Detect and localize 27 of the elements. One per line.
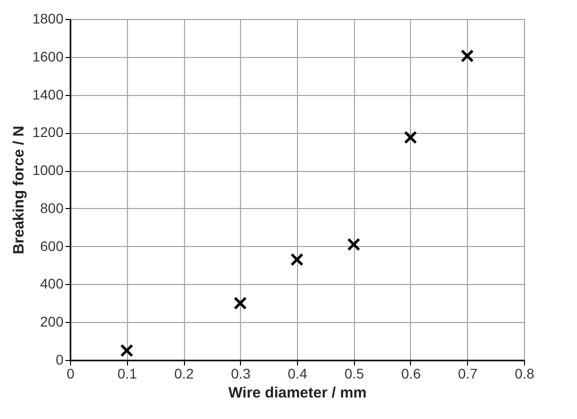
x-tick-label: 0.5 — [344, 366, 364, 382]
y-tick-label: 1600 — [32, 48, 64, 64]
x-tick-label: 0.2 — [174, 366, 194, 382]
y-tick-label: 1200 — [32, 124, 64, 140]
y-tick-label: 600 — [40, 238, 64, 254]
x-tick-label: 0 — [66, 366, 75, 382]
x-tick-label: 0.8 — [514, 366, 534, 382]
x-tick-label: 0.1 — [118, 366, 138, 382]
x-tick-label: 0.3 — [231, 366, 251, 382]
y-tick-label: 200 — [40, 314, 64, 330]
point — [404, 130, 418, 144]
y-tick-label: 0 — [56, 352, 64, 368]
point — [347, 238, 360, 251]
point — [460, 49, 474, 62]
y-tick-label: 400 — [40, 276, 64, 292]
x-tick-label: 0.4 — [288, 366, 308, 382]
y-tick-label: 1000 — [32, 162, 64, 178]
x-axis-title: Wire diameter / mm — [228, 384, 367, 402]
point — [290, 253, 304, 266]
y-tick-label: 800 — [40, 200, 64, 216]
y-tick-label: 1400 — [32, 86, 64, 102]
y-tick-label: 1800 — [32, 10, 64, 26]
point — [120, 344, 134, 358]
x-tick-label: 0.7 — [458, 366, 478, 382]
x-tick-label: 0.6 — [401, 366, 421, 382]
y-axis-title: Breaking force / N — [10, 126, 28, 254]
point — [234, 296, 247, 310]
